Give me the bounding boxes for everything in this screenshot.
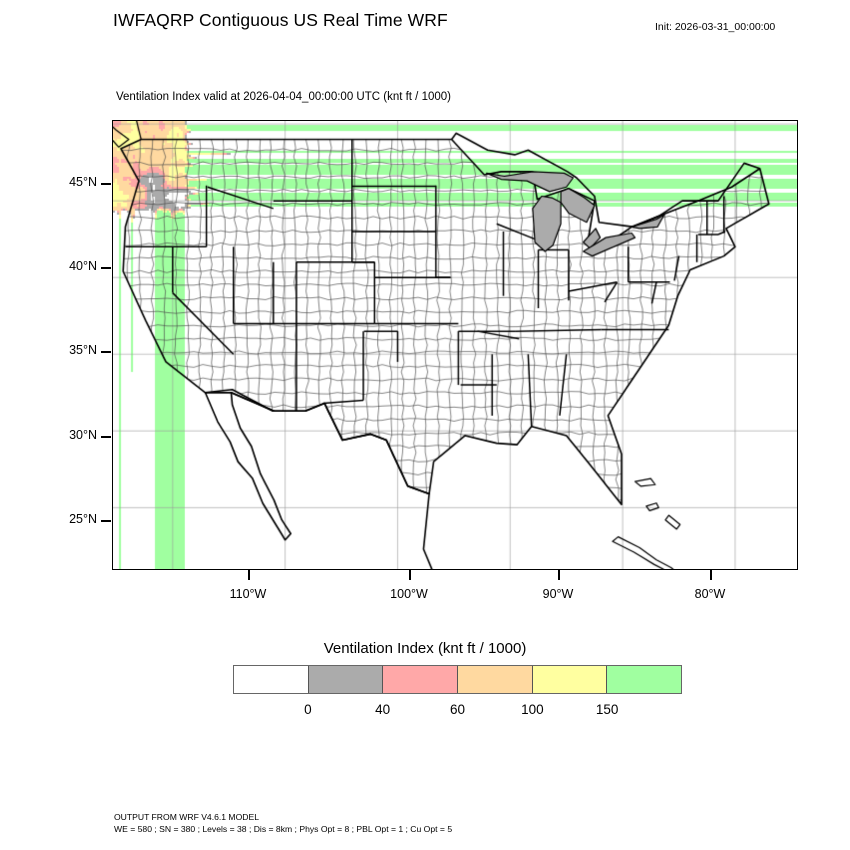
colorbar-segment (383, 666, 459, 693)
colorbar-tick-label: 150 (595, 702, 619, 717)
colorbar-segment (458, 666, 533, 693)
y-tick-label: 30°N (69, 428, 97, 442)
colorbar-tick-label: 40 (375, 702, 391, 717)
y-tick-mark (101, 183, 111, 185)
y-tick-mark (101, 436, 111, 438)
init-timestamp: Init: 2026-03-31_00:00:00 (655, 21, 776, 33)
x-tick-label: 80°W (694, 587, 726, 601)
colorbar-tick-label: 0 (304, 702, 312, 717)
y-tick-label: 35°N (69, 343, 97, 357)
x-tick-mark (248, 570, 250, 580)
colorbar-segment (532, 666, 608, 693)
model-footer: OUTPUT FROM WRF V4.6.1 MODEL WE = 580 ; … (114, 812, 452, 835)
colorbar-segment (607, 666, 682, 693)
x-tick-mark (558, 570, 560, 580)
page-title: IWFAQRP Contiguous US Real Time WRF (113, 10, 448, 30)
footer-line-2: WE = 580 ; SN = 380 ; Levels = 38 ; Dis … (114, 823, 453, 834)
x-tick-label: 100°W (390, 587, 428, 601)
footer-line-1: OUTPUT FROM WRF V4.6.1 MODEL (114, 812, 259, 822)
x-tick-label: 110°W (229, 587, 267, 601)
colorbar-title: Ventilation Index (knt ft / 1000) (323, 640, 527, 657)
map-raster-canvas (113, 121, 797, 569)
y-tick-label: 25°N (69, 512, 97, 526)
y-tick-mark (101, 351, 111, 353)
colorbar-tick-label: 100 (521, 702, 544, 717)
y-tick-mark (101, 520, 111, 522)
colorbar-segment (234, 666, 309, 693)
y-tick-mark (101, 267, 111, 269)
panel-subtitle: Ventilation Index valid at 2026-04-04_00… (116, 91, 451, 103)
colorbar-tick-label: 60 (449, 702, 466, 717)
y-tick-label: 40°N (69, 259, 97, 273)
colorbar-segment (308, 666, 384, 693)
x-tick-mark (710, 570, 712, 580)
x-tick-mark (409, 570, 411, 580)
x-tick-label: 90°W (542, 587, 574, 601)
y-tick-label: 45°N (69, 175, 97, 189)
colorbar (233, 665, 682, 694)
ventilation-index-map (112, 120, 798, 570)
